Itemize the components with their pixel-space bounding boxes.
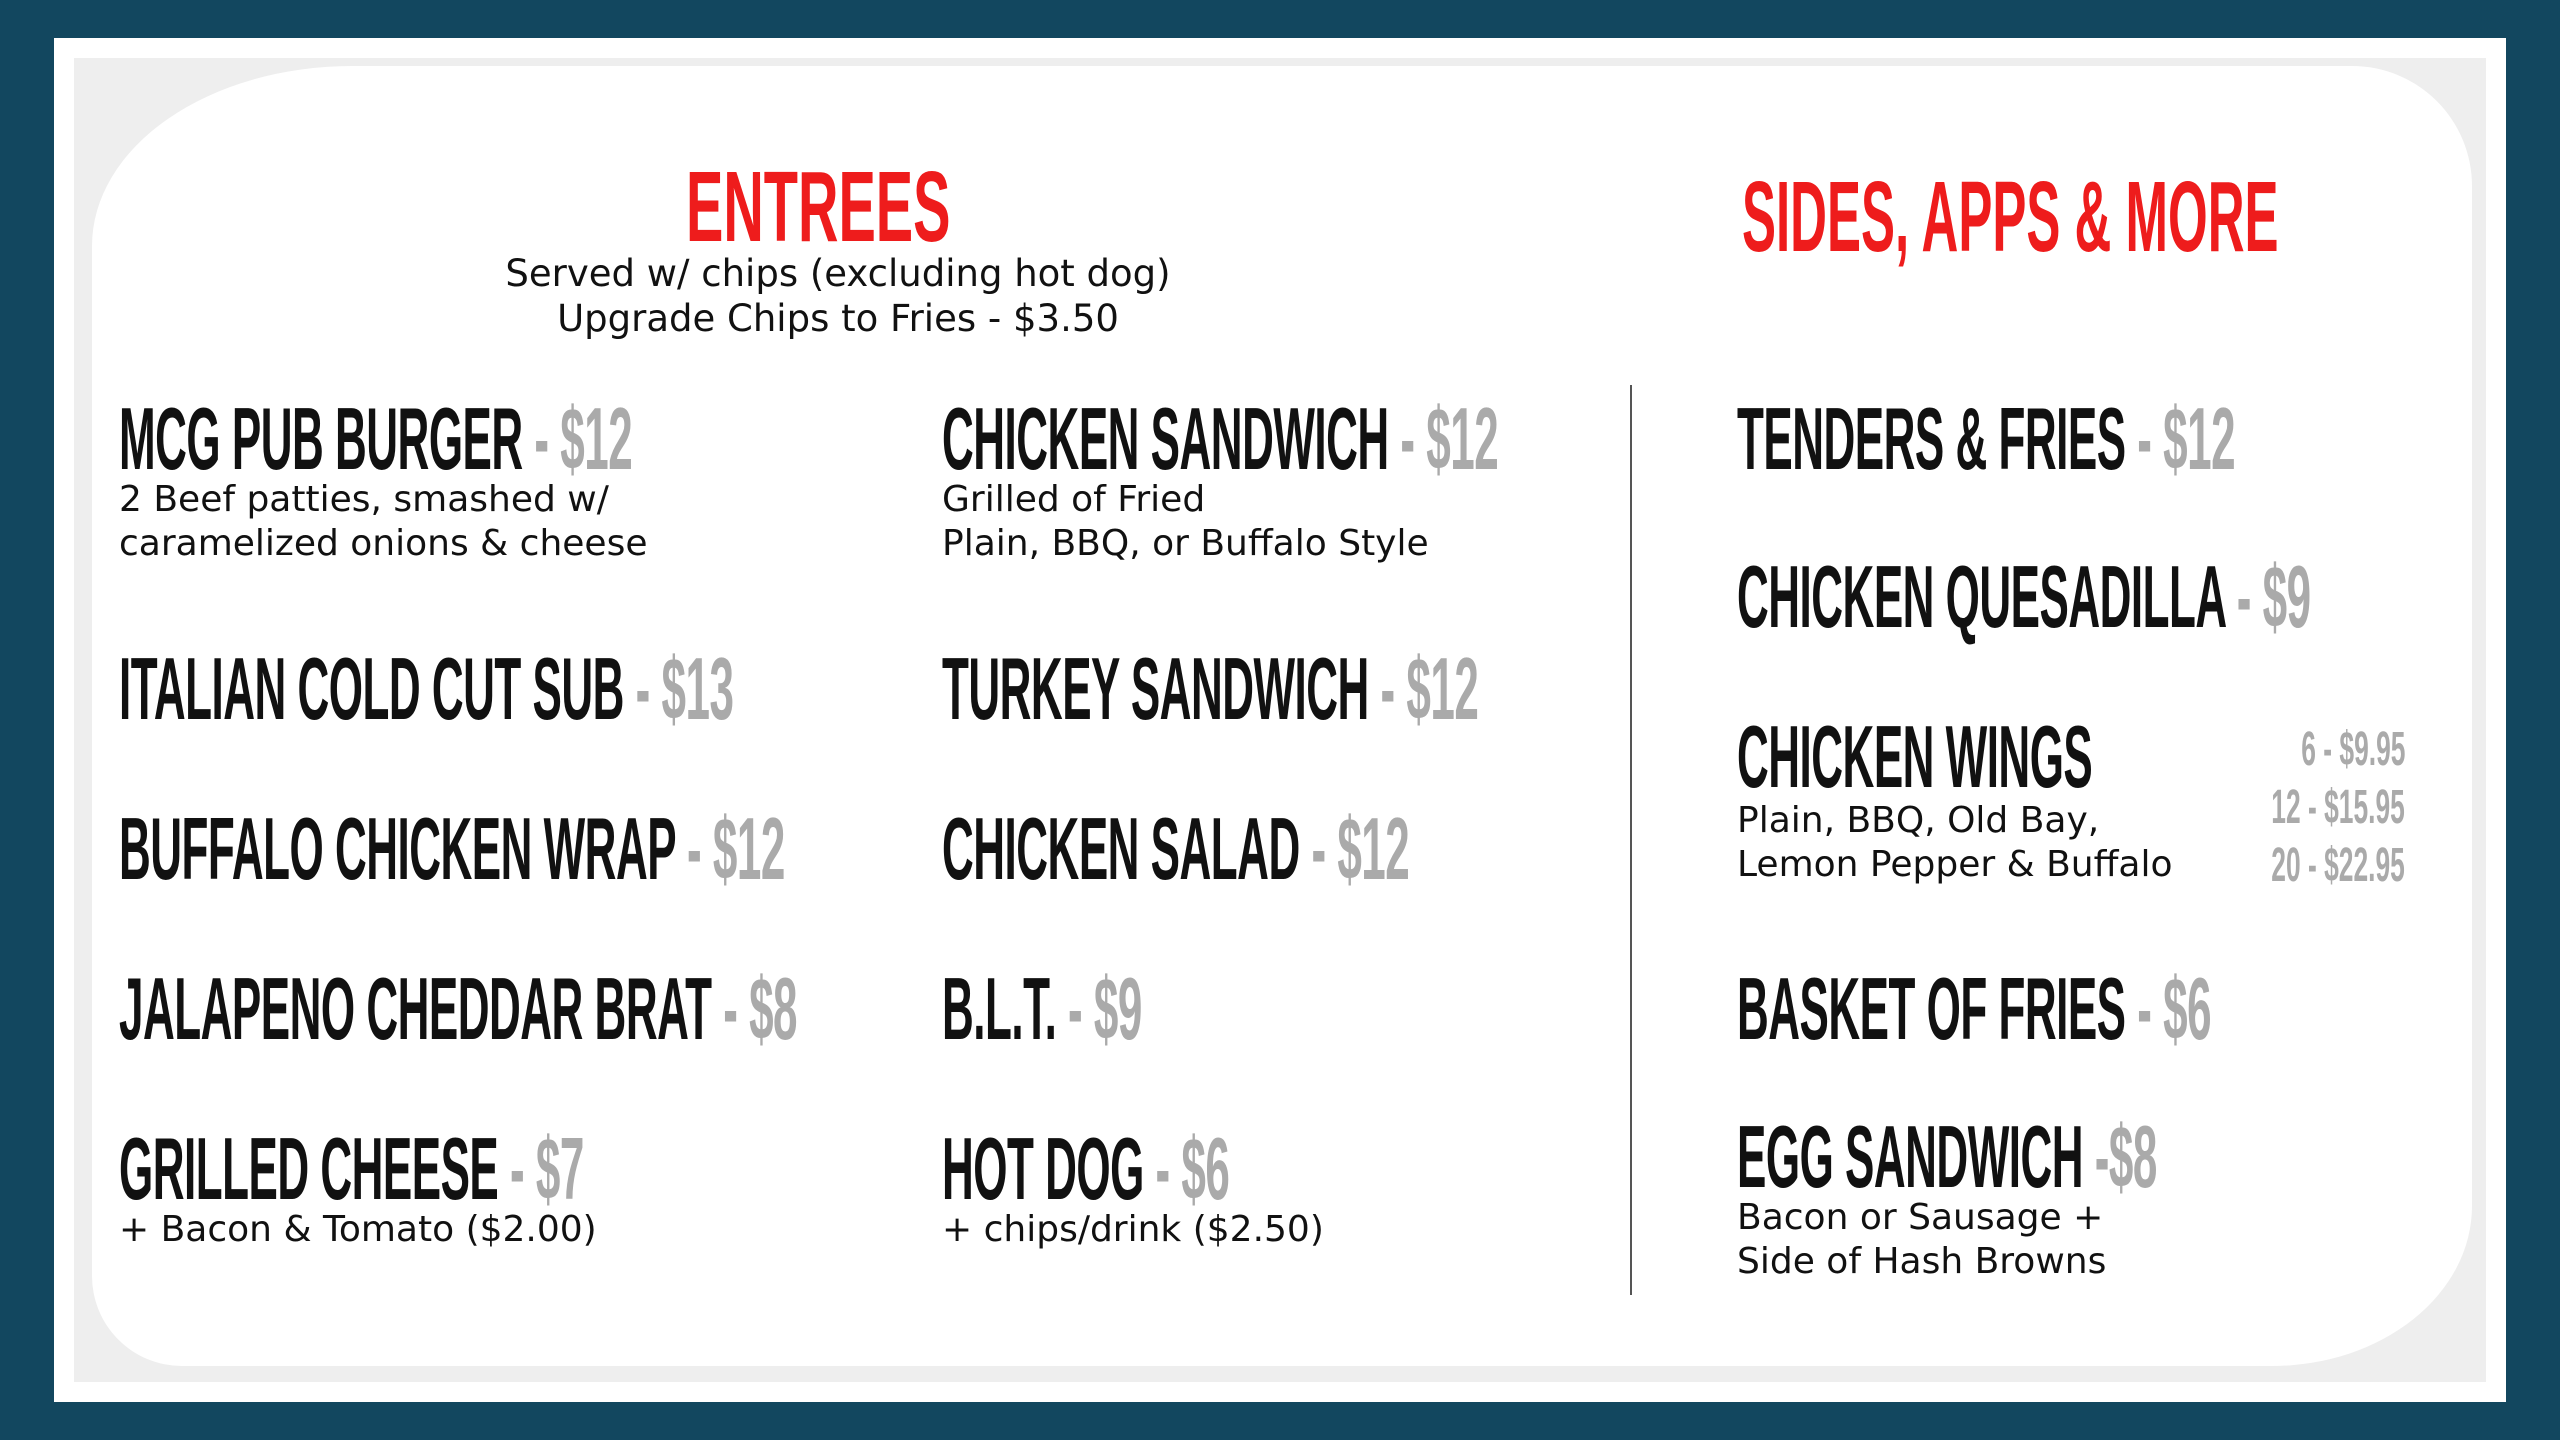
menu-item-egg-sandwich: EGG SANDWICH -$8 <box>1737 1113 2157 1201</box>
item-price: - $12 <box>687 799 785 898</box>
item-desc: 2 Beef patties, smashed w/ <box>119 479 609 520</box>
wing-price: 20 - $22.95 <box>2271 839 2405 892</box>
menu-item-buffalo-chicken-wrap: BUFFALO CHICKEN WRAP - $12 <box>119 805 785 893</box>
item-name: CHICKEN WINGS <box>1737 707 2093 806</box>
item-name: JALAPENO CHEDDAR BRAT <box>119 959 712 1058</box>
menu-item-chicken-quesadilla: CHICKEN QUESADILLA - $9 <box>1737 553 2311 641</box>
item-price: - $6 <box>2137 959 2212 1058</box>
item-name: B.L.T. <box>942 959 1057 1058</box>
entrees-subtitle-fries: Upgrade Chips to Fries - $3.50 <box>557 297 1119 340</box>
item-name: CHICKEN QUESADILLA <box>1737 547 2226 646</box>
item-name: CHICKEN SALAD <box>942 799 1300 898</box>
item-name: HOT DOG <box>942 1119 1144 1218</box>
menu-item-hot-dog: HOT DOG - $6 <box>942 1125 1230 1213</box>
item-price: - $8 <box>723 959 798 1058</box>
item-price: - $12 <box>1400 389 1499 488</box>
item-name: TENDERS & FRIES <box>1737 389 2126 488</box>
column-divider <box>1630 385 1632 1295</box>
item-desc: + Bacon & Tomato ($2.00) <box>119 1209 597 1250</box>
menu-item-basket-of-fries: BASKET OF FRIES - $6 <box>1737 965 2212 1053</box>
menu-item-grilled-cheese: GRILLED CHEESE - $7 <box>119 1125 584 1213</box>
item-price: - $13 <box>635 639 734 738</box>
wing-price: 12 - $15.95 <box>2271 781 2405 834</box>
item-desc: + chips/drink ($2.50) <box>942 1209 1324 1250</box>
menu-item-chicken-wings: CHICKEN WINGS <box>1737 713 2093 801</box>
wing-price: 6 - $9.95 <box>2300 723 2405 776</box>
item-name: CHICKEN SANDWICH <box>942 389 1389 488</box>
menu-item-mcg-pub-burger: MCG PUB BURGER - $12 <box>119 395 633 483</box>
item-desc: caramelized onions & cheese <box>119 523 648 564</box>
menu-panel <box>92 66 2472 1366</box>
item-desc: Plain, BBQ, or Buffalo Style <box>942 523 1429 564</box>
item-price: - $12 <box>1311 799 1410 898</box>
item-price: - $12 <box>2137 389 2236 488</box>
item-price: - $7 <box>510 1119 584 1218</box>
sides-title: SIDES, APPS & MORE <box>1742 161 2279 273</box>
item-price: - $9 <box>1068 959 1142 1058</box>
item-name: EGG SANDWICH <box>1737 1107 2084 1206</box>
menu-item-italian-cold-cut-sub: ITALIAN COLD CUT SUB - $13 <box>119 645 734 733</box>
item-desc: Bacon or Sausage + <box>1737 1197 2104 1238</box>
menu-item-blt: B.L.T. - $9 <box>942 965 1142 1053</box>
item-price: - $9 <box>2236 547 2311 646</box>
item-desc: Side of Hash Browns <box>1737 1241 2107 1282</box>
item-name: BASKET OF FRIES <box>1737 959 2126 1058</box>
item-desc: Plain, BBQ, Old Bay, <box>1737 800 2100 841</box>
item-price: -$8 <box>2094 1107 2158 1206</box>
item-name: MCG PUB BURGER <box>119 389 523 488</box>
entrees-title: ENTREES <box>686 151 951 263</box>
menu-item-turkey-sandwich: TURKEY SANDWICH - $12 <box>942 645 1479 733</box>
item-name: BUFFALO CHICKEN WRAP <box>119 799 676 898</box>
item-desc: Grilled of Fried <box>942 479 1206 520</box>
item-name: GRILLED CHEESE <box>119 1119 499 1218</box>
menu-item-jalapeno-cheddar-brat: JALAPENO CHEDDAR BRAT - $8 <box>119 965 798 1053</box>
item-price: - $12 <box>1380 639 1479 738</box>
menu-item-chicken-sandwich: CHICKEN SANDWICH - $12 <box>942 395 1499 483</box>
item-name: TURKEY SANDWICH <box>942 639 1369 738</box>
menu-item-tenders-fries: TENDERS & FRIES - $12 <box>1737 395 2236 483</box>
item-price: - $6 <box>1155 1119 1230 1218</box>
item-name: ITALIAN COLD CUT SUB <box>119 639 624 738</box>
entrees-subtitle-chips: Served w/ chips (excluding hot dog) <box>505 252 1171 295</box>
item-desc: Lemon Pepper & Buffalo <box>1737 844 2173 885</box>
item-price: - $12 <box>534 389 633 488</box>
menu-item-chicken-salad: CHICKEN SALAD - $12 <box>942 805 1410 893</box>
